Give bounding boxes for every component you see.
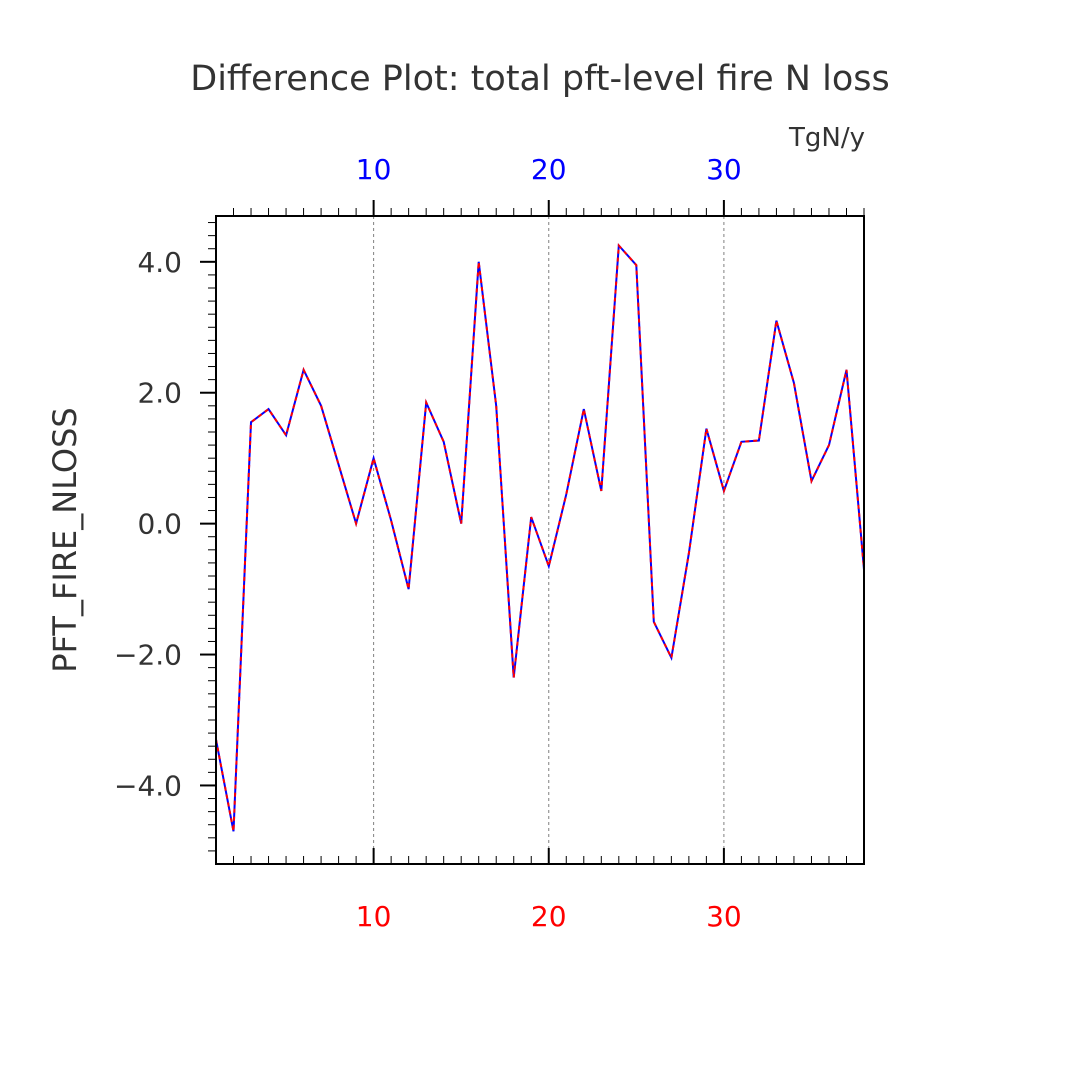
y-tick-label-1: 2.0 (137, 377, 182, 410)
tick-labels: 10 20 30 10 20 30 4.0 2.0 0.0 −2.0 −4.0 (114, 153, 742, 933)
y-axis-label: PFT_FIRE_NLOSS (46, 407, 84, 672)
x-tick-label-top-2: 30 (706, 153, 742, 186)
y-tick-label-3: −2.0 (114, 639, 182, 672)
x-tick-label-bottom-0: 10 (356, 900, 392, 933)
axes (200, 200, 865, 865)
y-tick-label-4: −4.0 (114, 769, 182, 802)
x-tick-label-bottom-2: 30 (706, 900, 742, 933)
grid-lines (373, 216, 725, 864)
plot-frame (215, 215, 865, 865)
units-label: TgN/y (788, 123, 865, 153)
y-tick-label-0: 4.0 (137, 246, 182, 279)
x-tick-label-bottom-1: 20 (531, 900, 567, 933)
x-tick-label-top-0: 10 (356, 153, 392, 186)
series-line-1 (215, 243, 865, 832)
chart-title: Difference Plot: total pft-level fire N … (190, 59, 889, 99)
y-tick-label-2: 0.0 (137, 508, 182, 541)
series-lines (215, 243, 865, 832)
x-tick-label-top-1: 20 (531, 153, 567, 186)
